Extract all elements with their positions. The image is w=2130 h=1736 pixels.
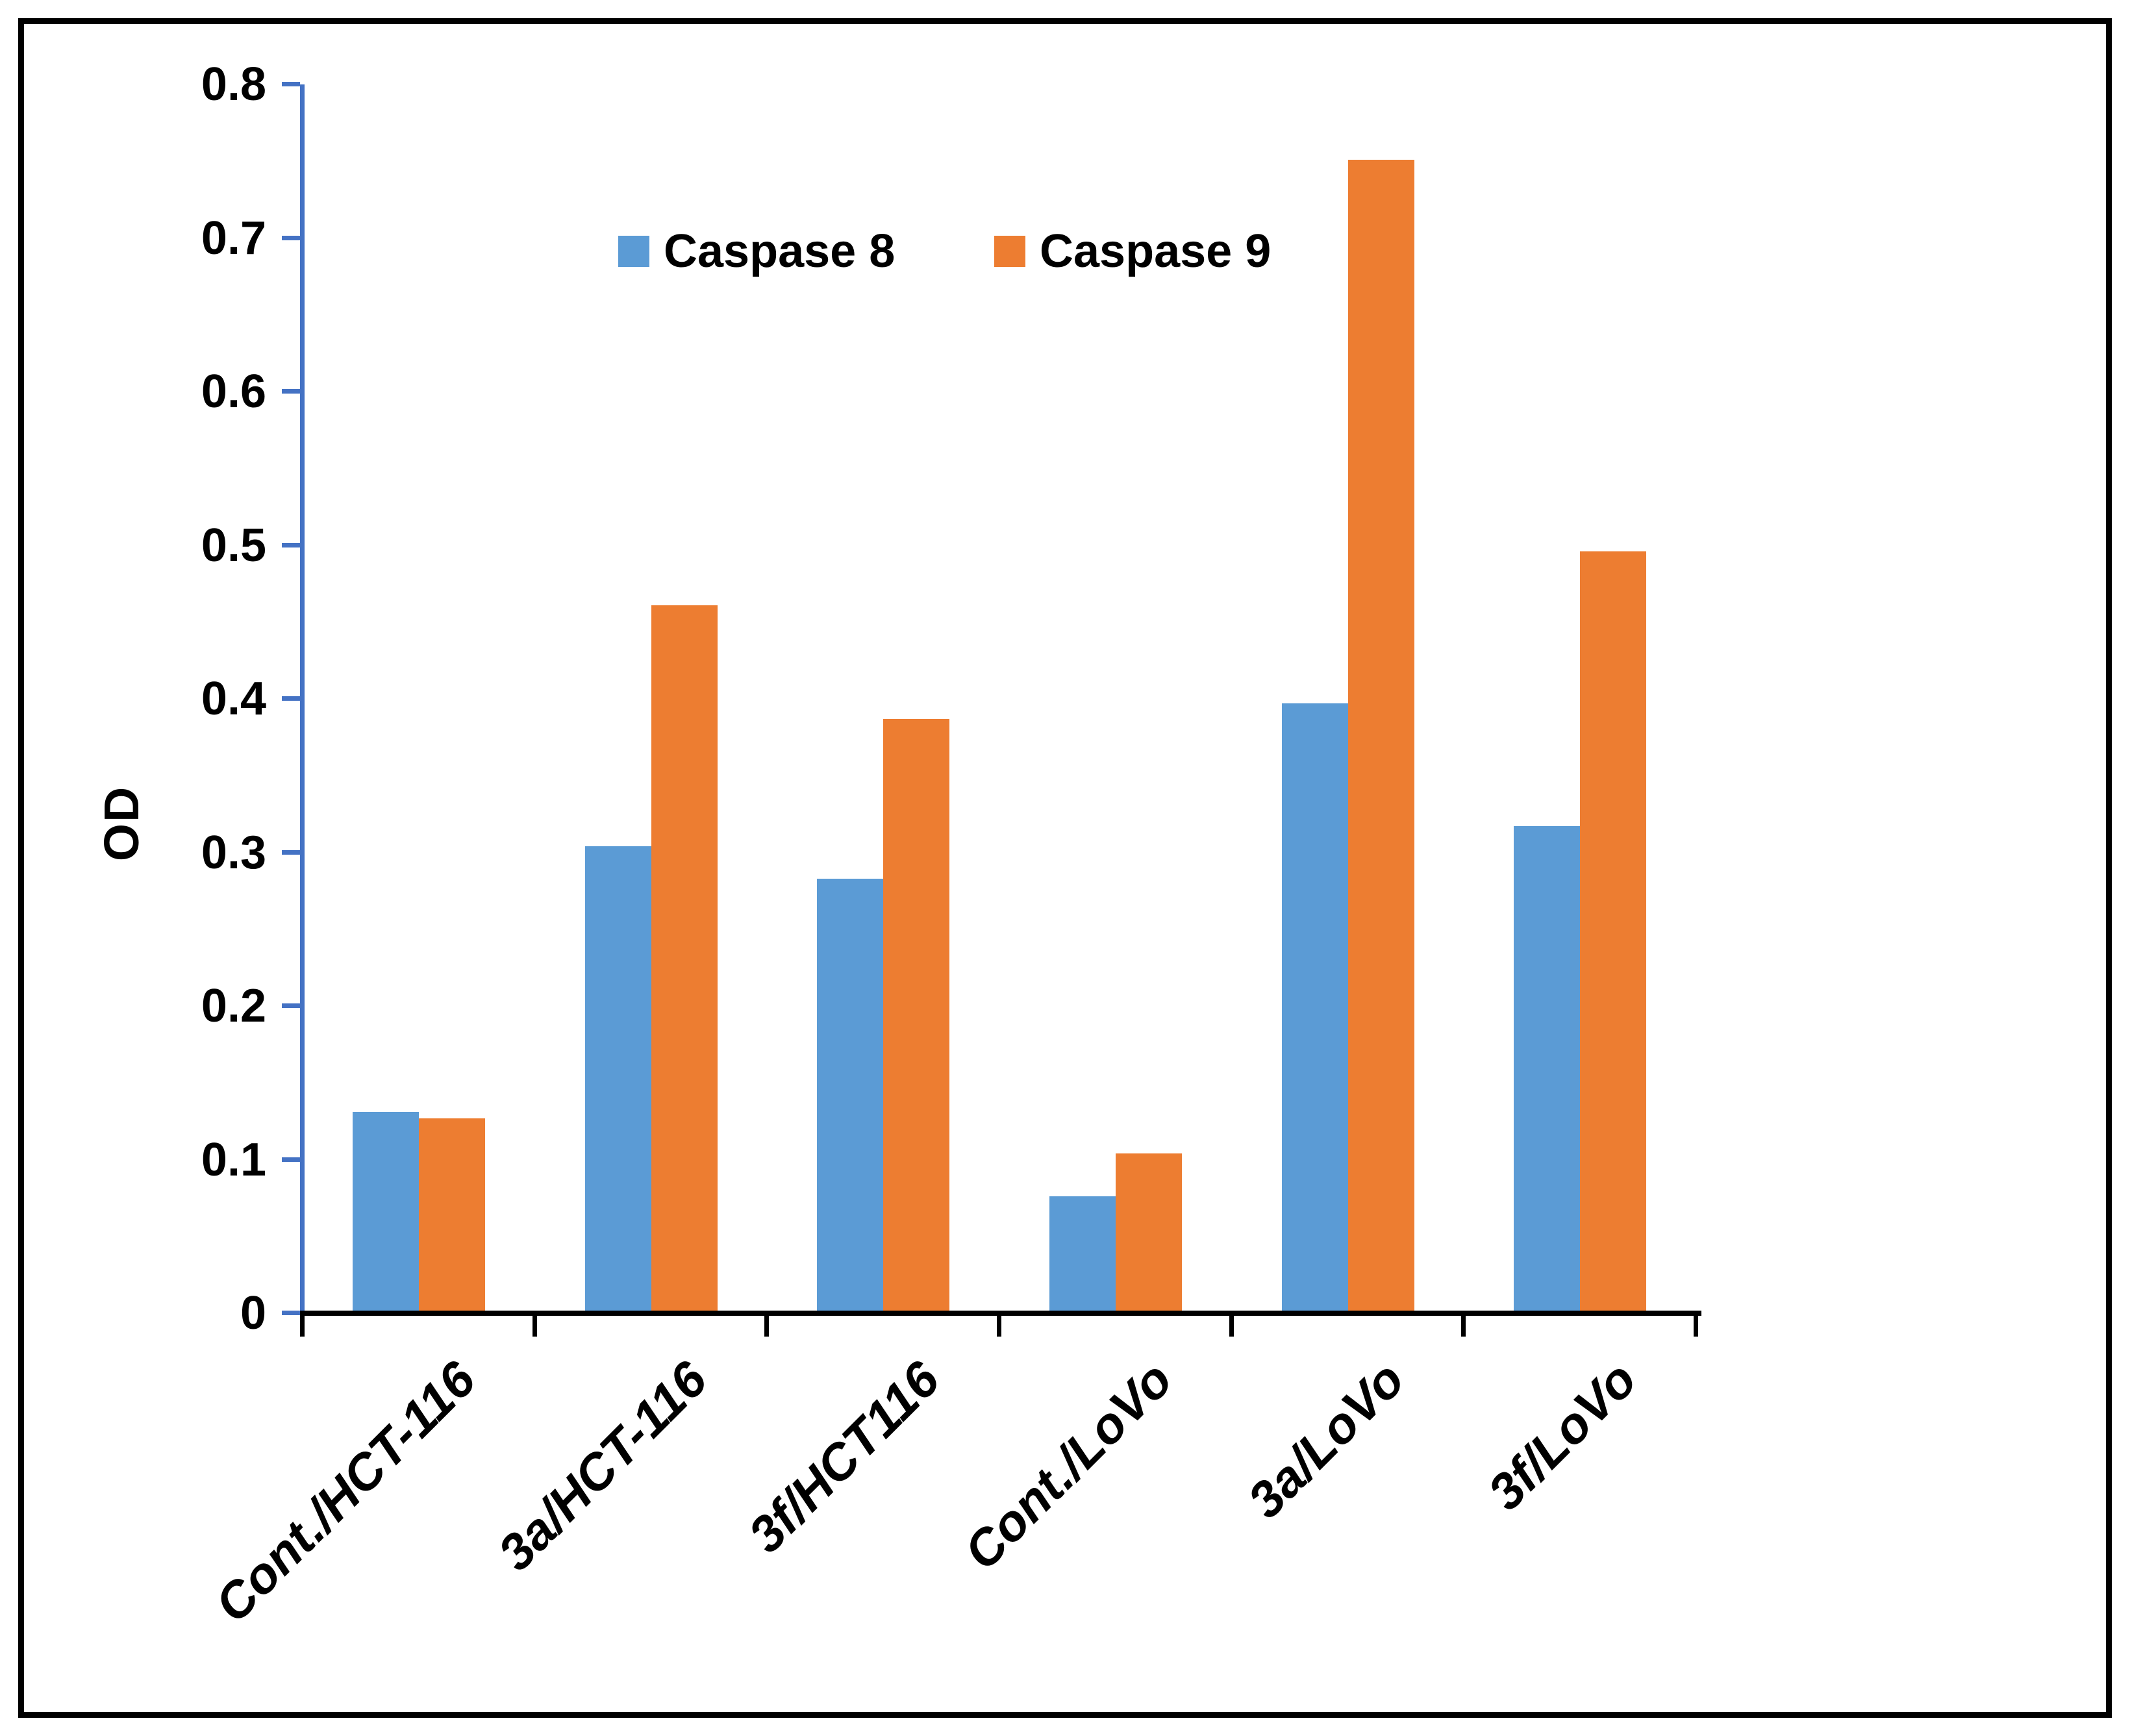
legend-label-caspase-9: Caspase 9 [1040,225,1272,277]
x-axis-tick [532,1316,537,1337]
y-axis-tick [282,1003,300,1008]
y-tick-label: 0.8 [201,58,266,110]
y-axis-tick [282,543,300,547]
y-tick-label: 0.5 [201,520,266,572]
legend-label-caspase-8: Caspase 8 [664,225,896,277]
y-axis-tick [282,389,300,394]
x-axis-tick [300,1316,305,1337]
x-axis-tick [764,1316,769,1337]
y-axis-tick [282,850,300,855]
bar-caspase-8 [817,879,883,1313]
bar-caspase-9 [651,605,718,1313]
x-axis-tick [1461,1316,1466,1337]
bar-caspase-9 [1116,1153,1182,1313]
y-axis-tick [282,82,300,86]
x-axis-tick [997,1316,1001,1337]
y-tick-label: 0.4 [201,673,266,725]
y-tick-label: 0.3 [201,827,266,879]
y-axis-tick [282,236,300,240]
y-tick-label: 0 [240,1287,266,1339]
y-axis-tick [282,696,300,701]
legend-swatch-caspase-8-icon [618,236,649,267]
legend-item-caspase-9: Caspase 9 [994,222,1271,281]
legend-swatch-caspase-9-icon [994,236,1025,267]
x-axis-tick [1229,1316,1234,1337]
x-axis-tick [1694,1316,1698,1337]
y-tick-label: 0.7 [201,212,266,264]
bar-caspase-9 [1580,551,1646,1313]
bar-caspase-9 [419,1118,485,1313]
y-axis-title: OD [94,785,149,862]
bar-caspase-9 [883,719,949,1313]
bar-caspase-9 [1348,160,1414,1313]
y-axis-tick [282,1157,300,1162]
x-axis-line [300,1311,1701,1316]
bar-caspase-8 [353,1112,419,1313]
bar-caspase-8 [585,846,651,1313]
bar-caspase-8 [1282,703,1348,1313]
y-axis-line [300,84,305,1316]
y-tick-label: 0.1 [201,1134,266,1186]
y-tick-label: 0.6 [201,366,266,418]
bar-caspase-8 [1514,826,1580,1313]
bar-caspase-8 [1049,1196,1116,1313]
y-axis-tick [282,1311,300,1315]
chart-frame-border [18,18,2112,1718]
y-tick-label: 0.2 [201,980,266,1032]
legend-item-caspase-8: Caspase 8 [618,222,895,281]
